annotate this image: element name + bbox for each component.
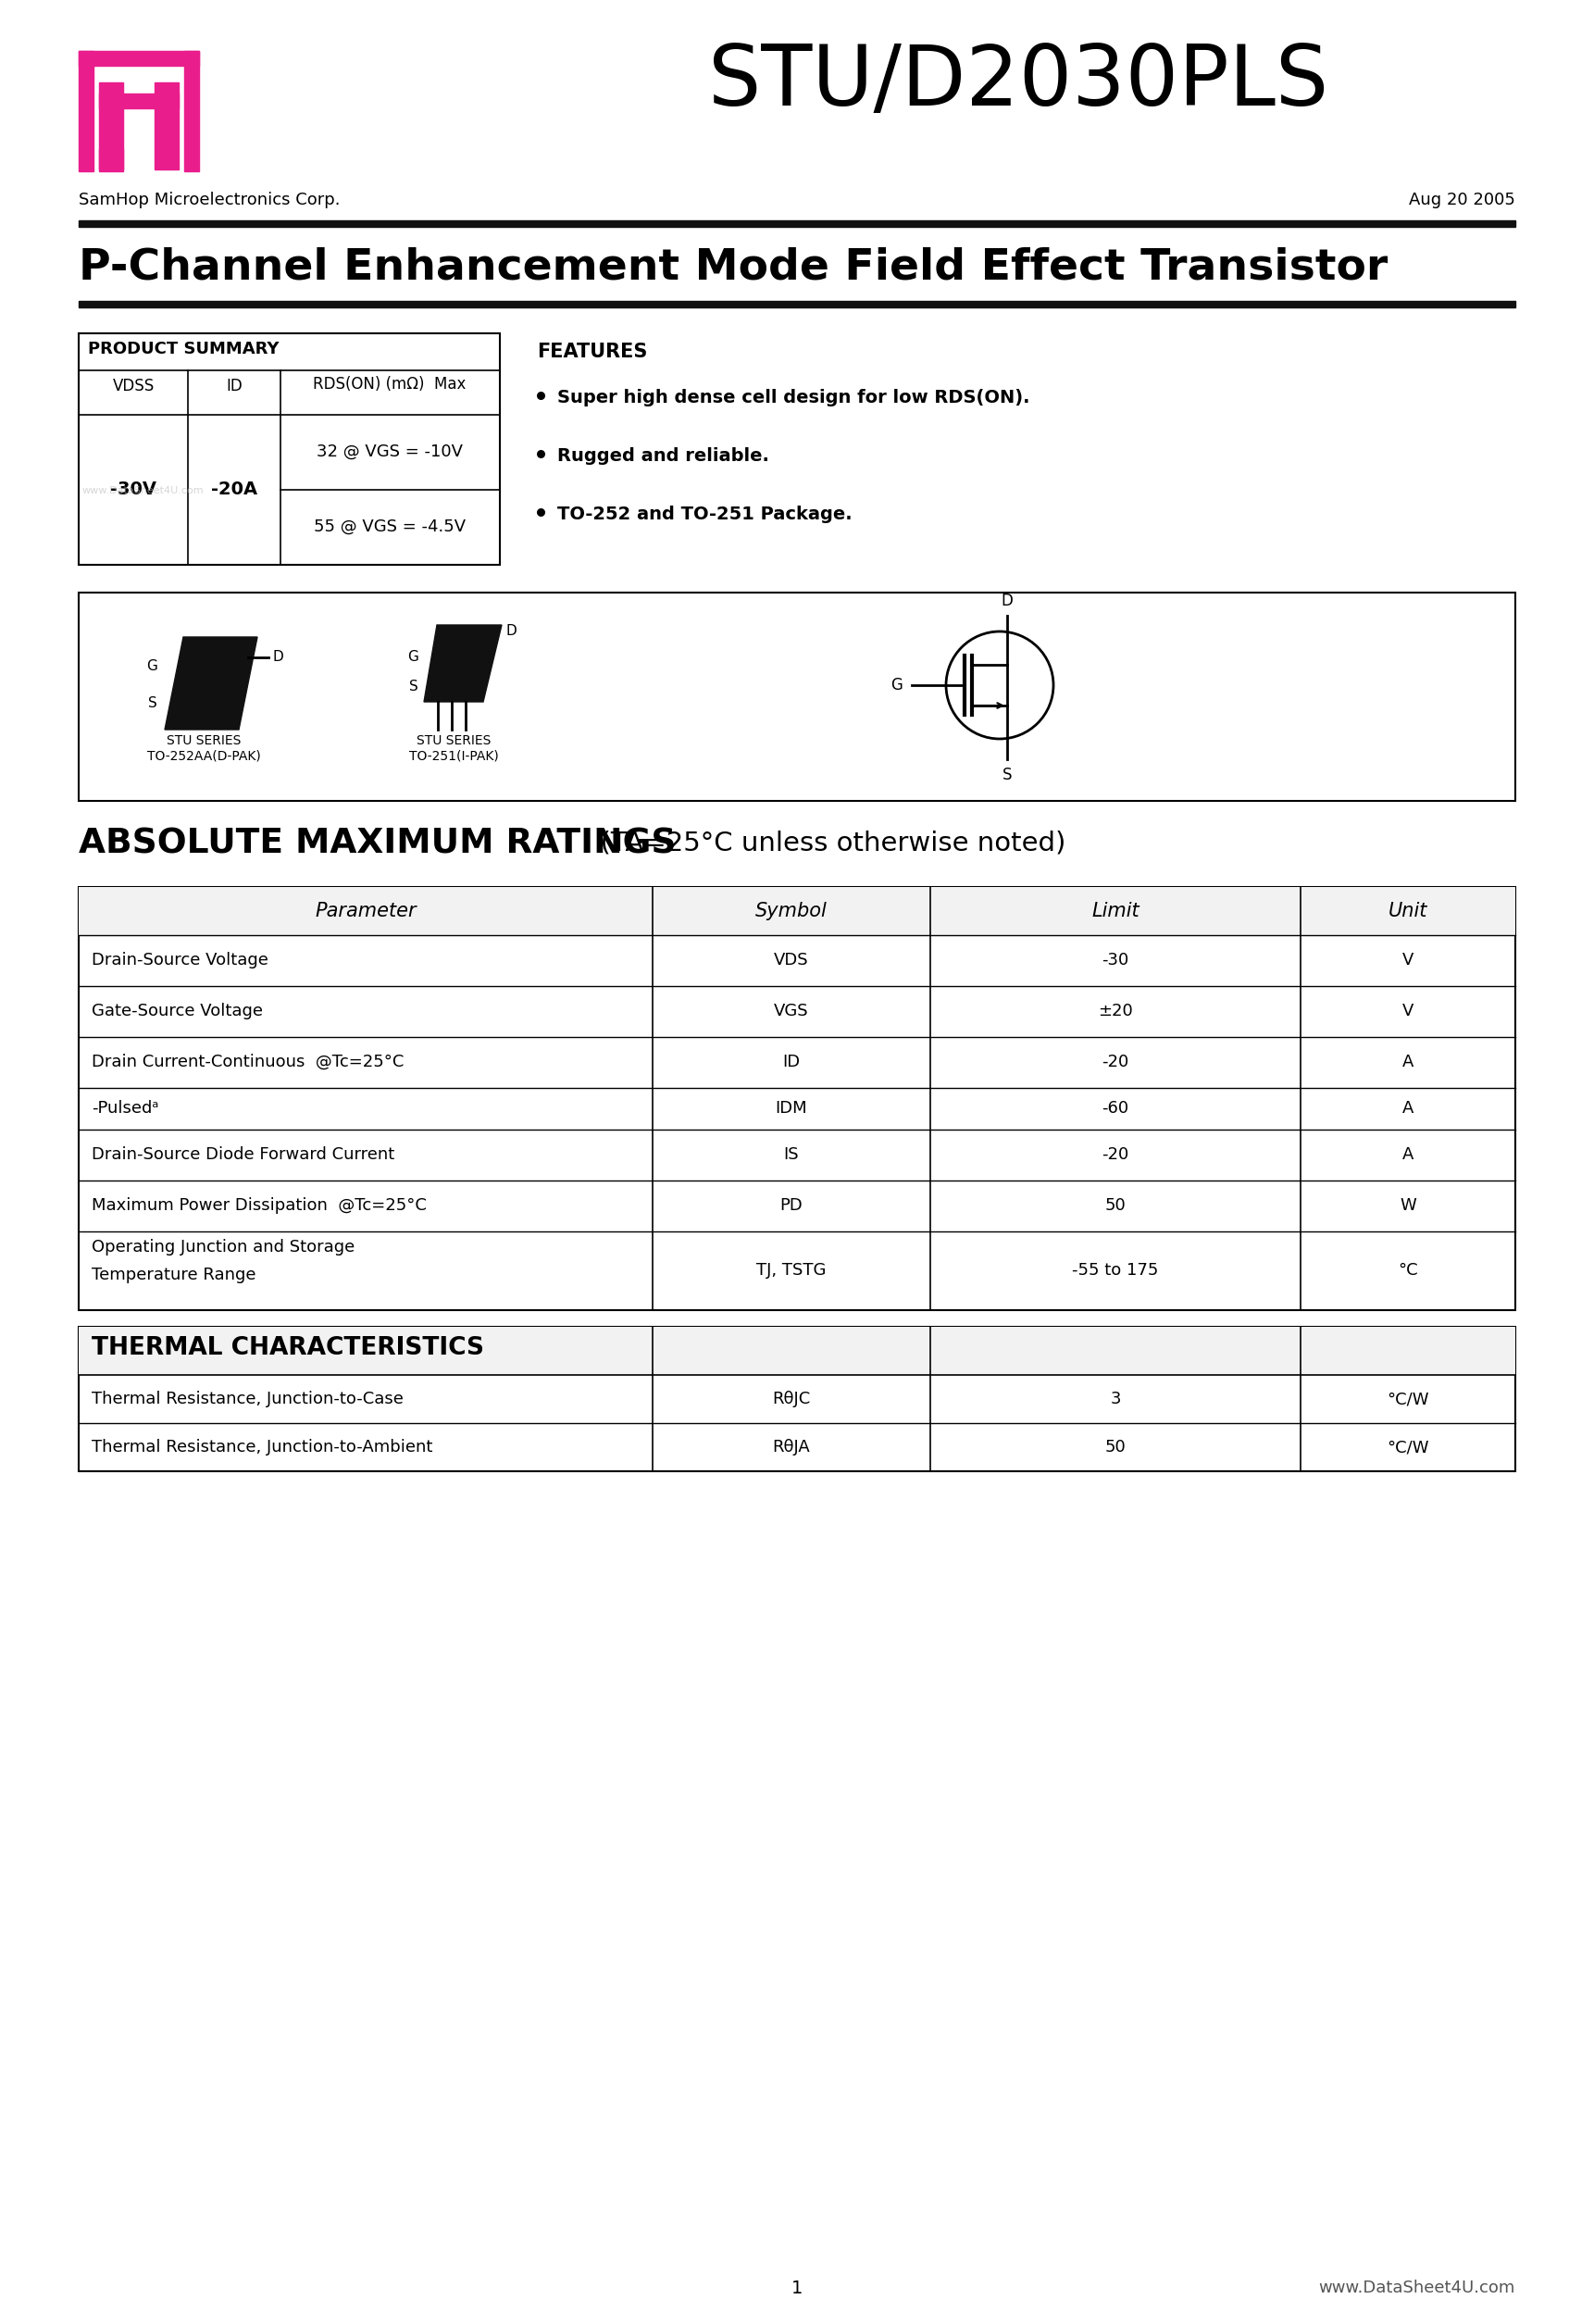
Bar <box>78 332 501 565</box>
Text: 3: 3 <box>1109 1390 1121 1408</box>
Text: Operating Junction and Storage: Operating Junction and Storage <box>91 1239 355 1255</box>
Text: Drain-Source Voltage: Drain-Source Voltage <box>91 953 268 969</box>
Text: STU SERIES
TO-252AA(D-PAK): STU SERIES TO-252AA(D-PAK) <box>147 734 260 762</box>
Text: S: S <box>1003 767 1012 783</box>
Text: Temperature Range: Temperature Range <box>91 1267 257 1283</box>
Text: 50: 50 <box>1105 1197 1125 1213</box>
Text: D: D <box>1001 593 1014 609</box>
Text: STU/D2030PLS: STU/D2030PLS <box>708 42 1328 123</box>
Text: RθJA: RθJA <box>773 1439 810 1455</box>
Text: P-Channel Enhancement Mode Field Effect Transistor: P-Channel Enhancement Mode Field Effect … <box>78 246 1388 288</box>
Text: -20: -20 <box>1101 1053 1129 1071</box>
Text: Thermal Resistance, Junction-to-Case: Thermal Resistance, Junction-to-Case <box>91 1390 403 1408</box>
Text: SamHop Microelectronics Corp.: SamHop Microelectronics Corp. <box>78 191 340 209</box>
Text: G: G <box>891 676 902 693</box>
Text: G: G <box>147 660 158 674</box>
Text: IS: IS <box>784 1146 799 1162</box>
Text: VDSS: VDSS <box>112 379 155 395</box>
Text: -55 to 175: -55 to 175 <box>1073 1262 1159 1278</box>
Text: THERMAL CHARACTERISTICS: THERMAL CHARACTERISTICS <box>91 1336 485 1360</box>
Bar <box>155 81 179 170</box>
Text: D: D <box>505 625 516 639</box>
Bar <box>99 93 179 109</box>
Text: TJ, TSTG: TJ, TSTG <box>757 1262 826 1278</box>
Bar <box>78 593 1516 802</box>
Text: ±20: ±20 <box>1098 1002 1133 1020</box>
Text: -20A: -20A <box>210 481 257 500</box>
Bar <box>78 888 1516 1311</box>
Text: TO-252 and TO-251 Package.: TO-252 and TO-251 Package. <box>558 507 853 523</box>
Text: °C: °C <box>1398 1262 1419 1278</box>
Text: S: S <box>410 681 418 695</box>
Text: 1: 1 <box>791 2280 803 2296</box>
Text: Drain-Source Diode Forward Current: Drain-Source Diode Forward Current <box>91 1146 395 1162</box>
Text: Gate-Source Voltage: Gate-Source Voltage <box>91 1002 263 1020</box>
Bar <box>185 51 199 172</box>
Bar <box>78 51 94 172</box>
Bar <box>99 81 123 170</box>
Text: Parameter: Parameter <box>316 902 416 920</box>
Text: 55 @ VGS = -4.5V: 55 @ VGS = -4.5V <box>314 518 465 535</box>
Bar <box>78 221 1516 228</box>
Text: V: V <box>1403 1002 1414 1020</box>
Text: www.DataSheet4U.com: www.DataSheet4U.com <box>1318 2280 1516 2296</box>
Text: ID: ID <box>783 1053 800 1071</box>
Polygon shape <box>164 637 257 730</box>
Text: Drain Current-Continuous  @Tc=25°C: Drain Current-Continuous @Tc=25°C <box>91 1053 403 1071</box>
Text: (TA=25°C unless otherwise noted): (TA=25°C unless otherwise noted) <box>583 830 1066 855</box>
Text: °C/W: °C/W <box>1387 1390 1428 1408</box>
Text: -20: -20 <box>1101 1146 1129 1162</box>
Text: A: A <box>1403 1053 1414 1071</box>
Bar <box>78 300 1516 307</box>
Text: PD: PD <box>779 1197 803 1213</box>
Text: ID: ID <box>226 379 242 395</box>
Text: -Pulsedᵃ: -Pulsedᵃ <box>91 1099 159 1116</box>
Text: VGS: VGS <box>775 1002 808 1020</box>
Text: Super high dense cell design for low RDS(ON).: Super high dense cell design for low RDS… <box>558 388 1030 407</box>
Text: VDS: VDS <box>775 953 808 969</box>
Bar <box>99 149 123 172</box>
Text: W: W <box>1400 1197 1415 1213</box>
Text: Limit: Limit <box>1092 902 1140 920</box>
Text: Aug 20 2005: Aug 20 2005 <box>1409 191 1516 209</box>
Text: FEATURES: FEATURES <box>537 342 647 360</box>
Bar <box>78 1327 1516 1471</box>
Text: RDS(ON) (mΩ)  Max: RDS(ON) (mΩ) Max <box>312 376 467 393</box>
Text: °C/W: °C/W <box>1387 1439 1428 1455</box>
Text: PRODUCT SUMMARY: PRODUCT SUMMARY <box>88 342 279 358</box>
Text: Symbol: Symbol <box>756 902 827 920</box>
Text: Maximum Power Dissipation  @Tc=25°C: Maximum Power Dissipation @Tc=25°C <box>91 1197 427 1213</box>
Text: Rugged and reliable.: Rugged and reliable. <box>558 446 770 465</box>
Text: ABSOLUTE MAXIMUM RATINGS: ABSOLUTE MAXIMUM RATINGS <box>78 827 676 860</box>
Text: IDM: IDM <box>775 1099 808 1116</box>
Text: G: G <box>408 651 418 665</box>
Text: -60: -60 <box>1101 1099 1129 1116</box>
Text: www.DataSheet4U.com: www.DataSheet4U.com <box>83 486 204 495</box>
Text: V: V <box>1403 953 1414 969</box>
Text: Unit: Unit <box>1388 902 1428 920</box>
Text: A: A <box>1403 1099 1414 1116</box>
Text: 32 @ VGS = -10V: 32 @ VGS = -10V <box>317 444 462 460</box>
Text: A: A <box>1403 1146 1414 1162</box>
Text: -30V: -30V <box>110 481 156 500</box>
Text: -30: -30 <box>1101 953 1129 969</box>
Text: D: D <box>273 651 284 665</box>
Text: 50: 50 <box>1105 1439 1125 1455</box>
Bar <box>78 1327 1516 1376</box>
Polygon shape <box>424 625 502 702</box>
Text: STU SERIES
TO-251(I-PAK): STU SERIES TO-251(I-PAK) <box>408 734 499 762</box>
Bar <box>78 51 199 65</box>
Text: RθJC: RθJC <box>773 1390 810 1408</box>
Bar <box>78 888 1516 934</box>
Text: S: S <box>148 697 158 711</box>
Text: Thermal Resistance, Junction-to-Ambient: Thermal Resistance, Junction-to-Ambient <box>91 1439 432 1455</box>
